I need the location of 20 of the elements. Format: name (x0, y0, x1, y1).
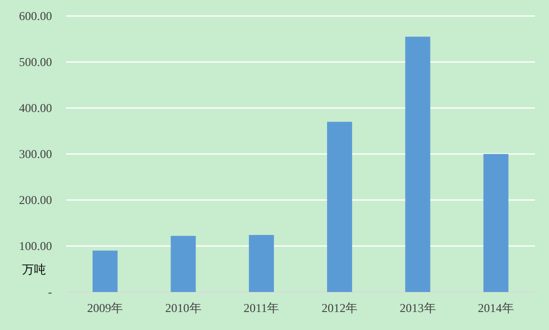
x-tick-label: 2012年 (322, 301, 358, 315)
bar (170, 236, 196, 292)
y-tick-label: 600.00 (19, 9, 52, 23)
y-tick-label: - (48, 285, 52, 299)
y-tick-label: 500.00 (19, 55, 52, 69)
bar (92, 250, 118, 292)
x-tick-label: 2010年 (165, 301, 202, 315)
bar (405, 36, 430, 292)
bar (483, 154, 508, 292)
x-tick-label: 2014年 (478, 301, 514, 315)
y-tick-label: 400.00 (19, 101, 52, 115)
y-tick-label: 300.00 (19, 147, 52, 161)
bar (248, 234, 274, 292)
bar (327, 122, 352, 292)
y-tick-label: 100.00 (19, 239, 52, 253)
y-tick-label: 200.00 (19, 193, 52, 207)
x-tick-label: 2009年 (87, 301, 124, 315)
x-tick-label: 2013年 (400, 301, 436, 315)
x-tick-label: 2011年 (244, 301, 280, 315)
y-axis-title: 万吨 (22, 262, 46, 277)
